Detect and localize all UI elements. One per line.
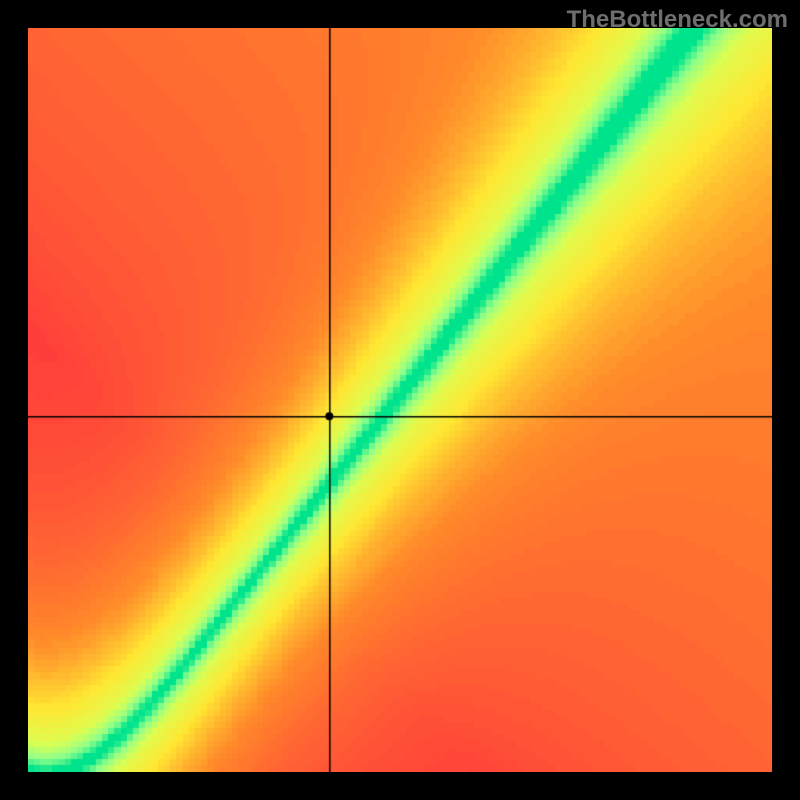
bottleneck-heatmap bbox=[28, 28, 772, 772]
watermark-text: TheBottleneck.com bbox=[567, 6, 788, 34]
root-container: { "watermark": { "text": "TheBottleneck.… bbox=[0, 0, 800, 800]
